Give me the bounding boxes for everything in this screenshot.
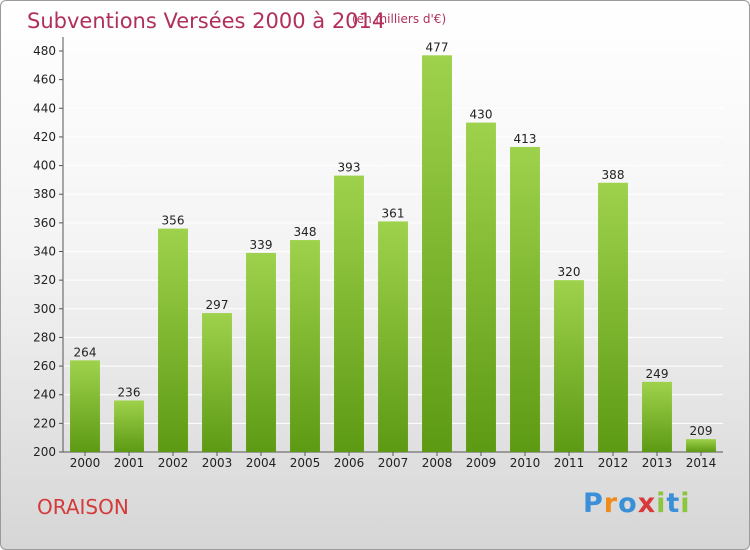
y-tick-label: 340 bbox=[33, 245, 56, 259]
bar bbox=[114, 400, 144, 452]
bar-value-label: 209 bbox=[690, 424, 713, 438]
bar bbox=[554, 280, 584, 452]
bar-value-label: 339 bbox=[250, 238, 273, 252]
x-tick-label: 2012 bbox=[598, 456, 629, 470]
logo-letter: x bbox=[637, 488, 657, 519]
y-tick-label: 240 bbox=[33, 388, 56, 402]
bar-value-label: 348 bbox=[294, 225, 317, 239]
proxiti-logo[interactable]: Proxiti bbox=[583, 488, 691, 519]
bar-value-label: 320 bbox=[558, 265, 581, 279]
bar-value-label: 477 bbox=[426, 40, 449, 54]
bar bbox=[598, 182, 628, 452]
bar-value-label: 249 bbox=[646, 367, 669, 381]
bar bbox=[686, 439, 716, 452]
x-tick-label: 2011 bbox=[554, 456, 585, 470]
x-tick-label: 2000 bbox=[70, 456, 101, 470]
bar bbox=[158, 228, 188, 452]
x-tick-label: 2006 bbox=[334, 456, 365, 470]
y-tick-label: 400 bbox=[33, 159, 56, 173]
y-tick-label: 200 bbox=[33, 445, 56, 459]
bar-value-label: 413 bbox=[514, 132, 537, 146]
y-tick-label: 300 bbox=[33, 302, 56, 316]
x-tick-label: 2013 bbox=[642, 456, 673, 470]
y-tick-label: 280 bbox=[33, 330, 56, 344]
y-tick-label: 320 bbox=[33, 273, 56, 287]
y-tick-label: 420 bbox=[33, 130, 56, 144]
bar bbox=[642, 381, 672, 452]
bar bbox=[70, 360, 100, 452]
y-tick-label: 480 bbox=[33, 44, 56, 58]
y-tick-label: 380 bbox=[33, 187, 56, 201]
bar bbox=[422, 55, 452, 453]
bar-value-label: 297 bbox=[206, 298, 229, 312]
bar-value-label: 361 bbox=[382, 206, 405, 220]
y-tick-label: 460 bbox=[33, 73, 56, 87]
x-tick-label: 2008 bbox=[422, 456, 453, 470]
bar bbox=[202, 313, 232, 452]
logo-letter: t bbox=[666, 488, 681, 519]
x-tick-label: 2010 bbox=[510, 456, 541, 470]
y-tick-label: 360 bbox=[33, 216, 56, 230]
logo-letter: o bbox=[618, 488, 638, 519]
chart-title: Subventions Versées 2000 à 2014 bbox=[27, 9, 386, 33]
logo-letter: r bbox=[603, 488, 619, 519]
logo-letter: i bbox=[656, 488, 667, 519]
y-tick-label: 440 bbox=[33, 101, 56, 115]
bar-value-label: 264 bbox=[74, 345, 97, 359]
x-tick-label: 2002 bbox=[158, 456, 189, 470]
y-tick-label: 220 bbox=[33, 416, 56, 430]
logo-letter: i bbox=[680, 488, 691, 519]
bar-value-label: 430 bbox=[470, 108, 493, 122]
bar bbox=[334, 175, 364, 452]
x-tick-label: 2004 bbox=[246, 456, 277, 470]
bar-value-label: 393 bbox=[338, 161, 361, 175]
bar bbox=[290, 240, 320, 452]
chart-subtitle: (en milliers d'€) bbox=[352, 12, 447, 26]
bar bbox=[510, 146, 540, 453]
y-tick-label: 260 bbox=[33, 359, 56, 373]
bar bbox=[466, 122, 496, 452]
bar bbox=[246, 252, 276, 452]
x-tick-label: 2005 bbox=[290, 456, 321, 470]
x-tick-label: 2001 bbox=[114, 456, 145, 470]
x-tick-label: 2014 bbox=[686, 456, 717, 470]
bar bbox=[378, 221, 408, 452]
bar-value-label: 388 bbox=[602, 168, 625, 182]
bar-value-label: 356 bbox=[162, 214, 185, 228]
x-tick-label: 2007 bbox=[378, 456, 409, 470]
bar-value-label: 236 bbox=[118, 385, 141, 399]
x-tick-label: 2003 bbox=[202, 456, 233, 470]
logo-letter: P bbox=[583, 488, 604, 519]
commune-name: ORAISON bbox=[37, 495, 129, 519]
x-tick-label: 2009 bbox=[466, 456, 497, 470]
